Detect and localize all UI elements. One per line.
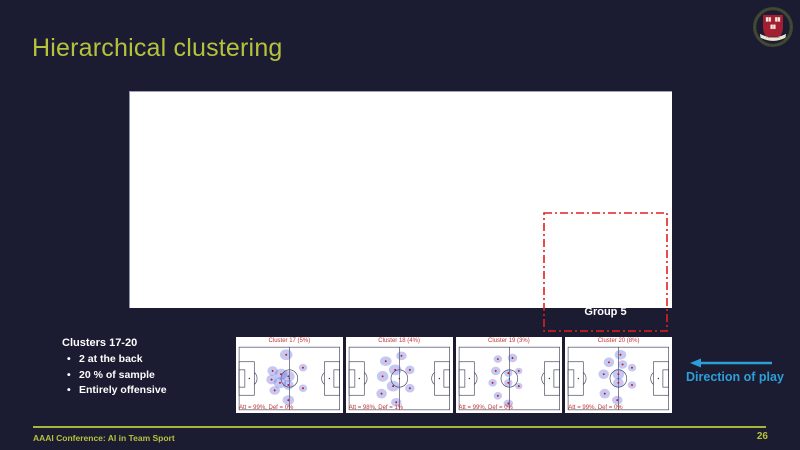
cluster-panel-stats: Att = 99%, Def = 0%	[458, 405, 513, 411]
footer-conference-name: AAAI Conference: AI in Team Sport	[33, 433, 175, 443]
cluster-panel-stats: Att = 99%, Def = 0%	[568, 405, 623, 411]
cluster-heatmap-strip: Cluster 17 (5%) Att = 99%, Def = 0% Clus…	[236, 337, 672, 413]
cluster-note-item: 2 at the back	[62, 352, 232, 368]
cluster-panel-stats: Att = 99%, Def = 0%	[239, 405, 294, 411]
cluster-panel-title: Cluster 19 (3%)	[488, 338, 530, 344]
soccer-pitch	[566, 345, 671, 412]
cluster-panel-title: Cluster 18 (4%)	[378, 338, 420, 344]
direction-of-play-label: Direction of play	[686, 370, 784, 384]
cluster-field-panel: Cluster 20 (8%) Att = 99%, Def = 0%	[565, 337, 672, 413]
footer-divider	[33, 426, 766, 428]
cluster-notes-heading: Clusters 17-20	[62, 337, 138, 349]
cluster-panel-stats: Att = 98%, Def = 1%	[348, 405, 404, 411]
cluster-field-panel: Cluster 18 (4%) Att = 98%, Def = 1%	[345, 337, 453, 413]
cluster-notes: Clusters 17-20 2 at the back 20 % of sam…	[62, 337, 232, 399]
svg-text:HARVARD: HARVARD	[766, 35, 779, 39]
dendrogram-figure-area	[129, 91, 672, 308]
cluster-field-panel: Cluster 17 (5%) Att = 99%, Def = 0%	[236, 337, 343, 413]
soccer-pitch	[347, 345, 452, 412]
cluster-panel-title: Cluster 20 (8%)	[597, 338, 640, 344]
harvard-crest-logo: HARVARD	[752, 6, 794, 48]
slide-title: Hierarchical clustering	[32, 34, 283, 62]
cluster-note-item: Entirely offensive	[62, 383, 232, 399]
group-label: Group 5	[584, 306, 627, 318]
left-arrow-icon	[690, 358, 772, 368]
soccer-pitch	[237, 345, 342, 412]
cluster-notes-list: 2 at the back 20 % of sample Entirely of…	[62, 352, 232, 399]
cluster-field-panel: Cluster 19 (3%) Att = 99%, Def = 0%	[455, 337, 563, 413]
cluster-panel-title: Cluster 17 (5%)	[268, 338, 311, 344]
direction-of-play: Direction of play	[680, 358, 798, 384]
cluster-note-item: 20 % of sample	[62, 368, 232, 384]
page-number: 26	[756, 431, 768, 442]
logo-banner	[759, 33, 787, 41]
soccer-pitch	[457, 345, 562, 412]
